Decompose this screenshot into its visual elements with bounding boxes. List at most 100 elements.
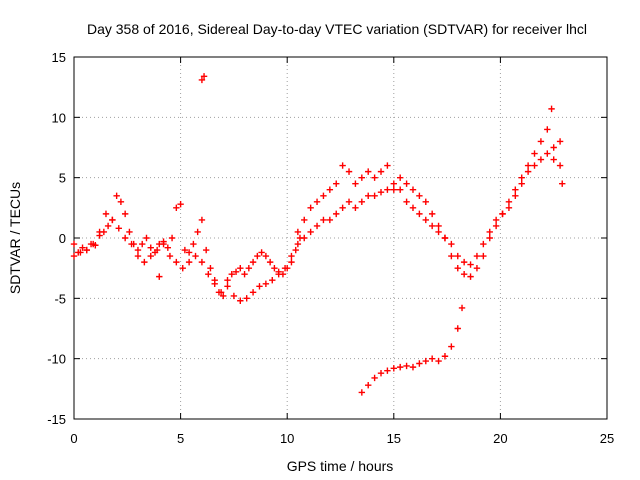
data-point <box>428 222 436 230</box>
y-tick-label: -5 <box>54 291 66 306</box>
data-point <box>294 228 302 236</box>
data-point <box>537 138 545 145</box>
data-point <box>358 174 366 181</box>
y-tick-label: 0 <box>59 231 66 246</box>
data-point <box>269 277 276 284</box>
data-point <box>143 234 150 242</box>
data-point <box>205 271 212 278</box>
data-point <box>228 271 235 278</box>
data-point <box>377 369 385 377</box>
data-point <box>185 249 193 256</box>
y-tick-label: 5 <box>59 171 66 186</box>
data-point <box>460 258 468 266</box>
data-point <box>409 204 417 212</box>
data-point <box>320 216 327 224</box>
data-point <box>458 304 466 312</box>
series-outliers <box>156 73 566 280</box>
data-point <box>301 216 308 224</box>
data-point <box>115 225 122 232</box>
data-point <box>384 186 391 193</box>
data-point <box>409 186 417 193</box>
data-point <box>96 228 103 236</box>
chart-title: Day 358 of 2016, Sidereal Day-to-day VTE… <box>87 21 587 37</box>
data-point <box>70 252 78 260</box>
data-point <box>460 271 468 278</box>
series-track-e <box>358 304 466 396</box>
data-point <box>166 252 174 260</box>
data-point <box>232 268 240 275</box>
data-point <box>237 297 244 304</box>
data-points <box>70 73 566 396</box>
data-point <box>384 162 391 169</box>
y-tick-label: -10 <box>47 352 66 367</box>
data-point <box>512 192 519 199</box>
data-point <box>128 240 135 248</box>
data-point <box>486 234 493 242</box>
data-point <box>396 186 404 193</box>
data-point <box>544 150 551 157</box>
data-point <box>134 252 142 260</box>
data-point <box>358 389 366 396</box>
data-point <box>258 249 265 256</box>
data-point <box>249 289 257 296</box>
data-point <box>492 216 500 224</box>
data-point <box>320 192 327 199</box>
data-point <box>262 280 270 288</box>
series-track-b <box>70 210 302 304</box>
data-point <box>339 162 346 169</box>
series-track-c <box>294 126 564 280</box>
data-point <box>448 252 455 260</box>
data-point <box>333 180 340 187</box>
data-point <box>224 277 231 284</box>
data-point <box>467 261 474 268</box>
data-point <box>153 246 161 254</box>
data-point <box>409 363 417 371</box>
data-point <box>548 105 555 113</box>
data-point <box>377 188 385 196</box>
data-point <box>544 126 551 133</box>
data-point <box>454 264 461 272</box>
data-point <box>224 283 231 290</box>
data-point <box>139 240 146 248</box>
data-point <box>416 210 423 218</box>
data-point <box>371 374 378 382</box>
series-track-d <box>301 150 564 268</box>
data-point <box>266 258 274 266</box>
data-point <box>333 210 340 218</box>
data-point <box>352 180 359 187</box>
data-point <box>173 204 180 212</box>
data-point <box>505 204 513 212</box>
data-point <box>403 180 410 187</box>
data-point <box>245 264 253 272</box>
data-point <box>271 264 278 272</box>
data-point <box>435 357 442 365</box>
data-point <box>307 204 314 212</box>
x-tick-label: 10 <box>280 431 294 446</box>
data-point <box>281 264 289 272</box>
data-point <box>473 252 481 260</box>
data-point <box>473 264 481 272</box>
data-point <box>301 234 308 242</box>
y-axis-label: SDTVAR / TECUs <box>7 182 23 294</box>
x-tick-label: 20 <box>493 431 507 446</box>
data-point <box>173 258 180 266</box>
data-point <box>288 252 295 260</box>
data-point <box>313 198 321 205</box>
data-point <box>550 144 557 151</box>
x-tick-label: 0 <box>70 431 77 446</box>
data-point <box>294 240 302 248</box>
data-point <box>556 162 564 169</box>
data-point <box>390 180 397 187</box>
data-point <box>147 252 154 260</box>
data-point <box>492 222 500 230</box>
data-point <box>113 192 120 199</box>
data-point <box>243 295 250 302</box>
data-point <box>141 258 148 266</box>
data-point <box>441 353 449 360</box>
data-point <box>177 201 184 208</box>
data-point <box>194 228 201 236</box>
data-point <box>524 168 532 175</box>
data-point <box>217 289 225 296</box>
data-point <box>365 192 372 199</box>
